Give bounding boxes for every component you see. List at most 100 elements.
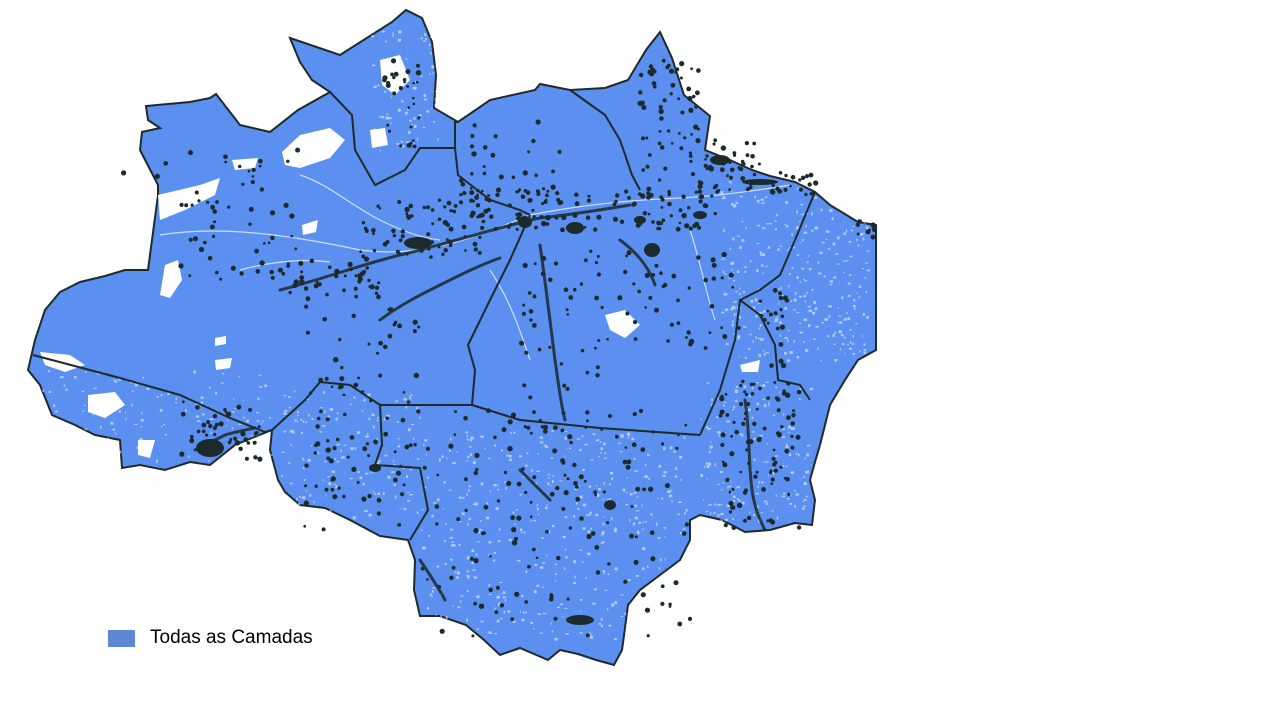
map-point [481, 219, 486, 224]
map-point [190, 203, 194, 207]
texture-speckle [774, 318, 779, 321]
map-point [342, 494, 346, 499]
texture-speckle [587, 530, 591, 533]
texture-speckle [603, 442, 606, 446]
map-point [412, 319, 418, 325]
texture-speckle [866, 269, 871, 272]
texture-speckle [257, 397, 260, 400]
map-point [214, 422, 219, 427]
map-point [681, 194, 686, 199]
texture-speckle [579, 610, 582, 612]
texture-speckle [716, 416, 718, 419]
map-point [386, 80, 391, 86]
texture-speckle [833, 276, 837, 279]
texture-speckle [246, 419, 249, 423]
map-point [458, 178, 464, 183]
map-point [728, 272, 734, 278]
texture-speckle [807, 305, 811, 308]
texture-speckle [479, 528, 483, 531]
texture-speckle [759, 324, 762, 327]
map-point [486, 408, 491, 414]
map-point [405, 212, 409, 216]
map-point [595, 365, 600, 370]
map-point [255, 269, 261, 274]
texture-speckle [164, 434, 167, 436]
texture-speckle [460, 600, 462, 603]
texture-speckle [665, 586, 667, 589]
texture-speckle [449, 536, 453, 539]
map-point [448, 443, 454, 449]
map-point [585, 370, 590, 375]
map-point [194, 190, 199, 195]
texture-speckle [671, 499, 673, 503]
map-point [446, 200, 452, 206]
texture-speckle [84, 428, 88, 430]
texture-speckle [788, 285, 790, 288]
map-point [573, 481, 578, 486]
map-point [658, 130, 662, 133]
map-point [668, 602, 672, 606]
map-point [697, 189, 703, 194]
texture-speckle [852, 225, 855, 228]
texture-speckle [755, 493, 759, 495]
texture-speckle [340, 449, 342, 453]
map-point [412, 81, 416, 85]
texture-speckle [858, 295, 860, 299]
texture-speckle [766, 443, 768, 445]
texture-speckle [672, 595, 676, 598]
map-point [594, 545, 600, 550]
texture-speckle [596, 439, 600, 442]
texture-speckle [375, 438, 379, 442]
texture-speckle [87, 395, 90, 398]
map-point [435, 522, 439, 526]
map-point [324, 487, 329, 492]
map-point [720, 276, 724, 280]
texture-speckle [554, 563, 557, 565]
texture-speckle [707, 428, 711, 430]
map-point [567, 434, 573, 440]
texture-speckle [534, 519, 536, 521]
texture-speckle [47, 370, 50, 373]
texture-speckle [720, 513, 724, 515]
map-point [728, 188, 732, 192]
texture-speckle [435, 90, 437, 93]
map-point [522, 303, 526, 307]
map-point [774, 396, 779, 400]
map-point [548, 596, 554, 602]
texture-speckle [416, 511, 419, 514]
map-point [641, 168, 645, 172]
texture-speckle [705, 461, 708, 465]
map-point [623, 579, 628, 584]
texture-speckle [393, 464, 396, 466]
map-point [857, 219, 862, 224]
map-point [269, 210, 276, 216]
map-point [789, 184, 792, 188]
texture-speckle [714, 463, 716, 467]
map-point [332, 446, 337, 451]
map-point [741, 421, 746, 426]
texture-speckle [493, 551, 497, 554]
texture-speckle [414, 125, 417, 128]
texture-speckle [732, 495, 736, 499]
texture-speckle [508, 454, 512, 458]
map-point [511, 540, 518, 546]
texture-speckle [372, 425, 375, 429]
texture-speckle [716, 396, 719, 400]
texture-speckle [113, 379, 116, 381]
map-point [729, 175, 733, 180]
map-point [713, 138, 718, 143]
texture-speckle [738, 499, 741, 502]
map-point [626, 459, 632, 465]
map-point [400, 234, 405, 239]
texture-speckle [721, 311, 725, 314]
texture-speckle [160, 393, 163, 397]
texture-speckle [833, 343, 836, 345]
texture-speckle [287, 500, 290, 503]
texture-speckle [734, 400, 738, 402]
map-point [705, 167, 709, 171]
map-point [744, 392, 749, 397]
texture-speckle [851, 229, 853, 232]
texture-speckle [811, 229, 814, 233]
map-point [784, 173, 788, 178]
texture-speckle [412, 86, 417, 90]
